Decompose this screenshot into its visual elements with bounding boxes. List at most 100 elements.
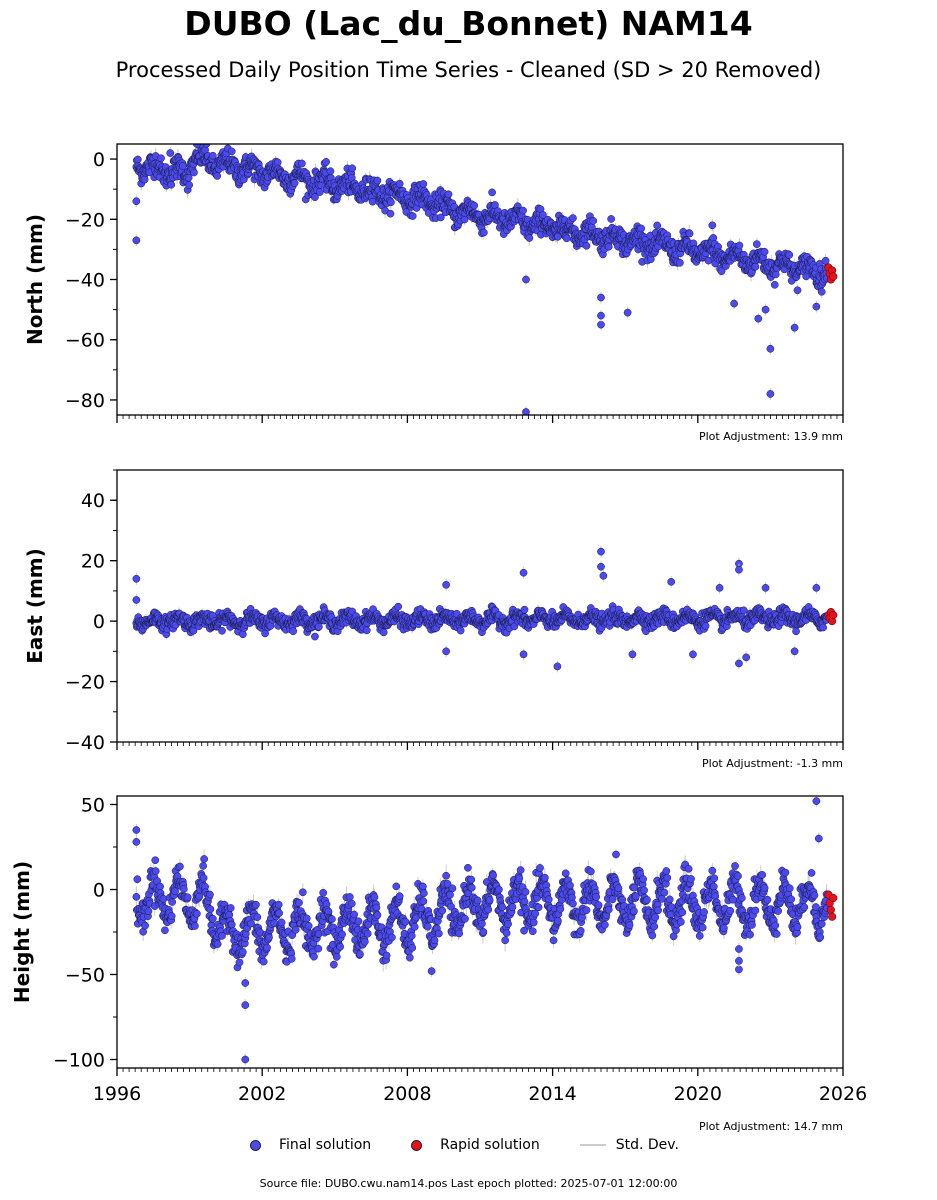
final-point — [157, 154, 165, 163]
outlier-point — [132, 596, 141, 604]
final-point — [395, 179, 404, 188]
final-point — [184, 173, 193, 182]
outlier-point — [761, 305, 770, 314]
final-point — [238, 630, 247, 639]
final-point — [213, 172, 222, 180]
final-point — [525, 234, 534, 242]
plot-area-1 — [132, 545, 838, 673]
y-tick-label: −20 — [65, 209, 105, 231]
rapid-points-0 — [824, 263, 838, 284]
final-point — [520, 605, 529, 614]
final-point — [178, 162, 187, 170]
final-point — [444, 190, 453, 199]
outlier-point — [623, 308, 632, 317]
final-point — [519, 206, 527, 215]
outlier-point — [597, 320, 605, 329]
outlier-point — [522, 275, 530, 284]
final-point — [792, 627, 800, 636]
outlier-point — [667, 577, 676, 586]
final-point — [562, 234, 571, 243]
y-tick-label: −40 — [65, 270, 105, 292]
outlier-point — [166, 149, 175, 157]
y-tick-label: −20 — [65, 672, 105, 694]
outlier-point — [519, 568, 528, 577]
final-point — [373, 176, 382, 185]
final-point — [202, 144, 211, 148]
outlier-point — [730, 299, 738, 308]
final-point — [227, 147, 236, 156]
final-point — [637, 224, 646, 233]
y-tick-label: 40 — [81, 490, 105, 512]
rapid-point — [829, 611, 838, 620]
final-point — [394, 602, 403, 611]
final-point — [133, 155, 142, 164]
final-point — [607, 215, 616, 223]
final-point — [653, 221, 661, 230]
final-point — [751, 262, 760, 271]
final-point — [752, 240, 761, 248]
final-point — [701, 622, 710, 630]
outlier-point — [735, 659, 743, 668]
final-point — [604, 242, 613, 251]
final-point — [387, 198, 395, 207]
final-point — [326, 167, 335, 176]
final-point — [298, 159, 306, 168]
final-point — [348, 164, 357, 173]
outlier-point — [766, 344, 775, 353]
final-point — [290, 179, 299, 187]
outlier-point — [761, 584, 770, 592]
chart-subtitle: Processed Daily Position Time Series - C… — [115, 58, 822, 82]
outlier-point — [766, 390, 775, 398]
final-point — [419, 180, 428, 188]
final-point — [167, 180, 176, 189]
final-point — [436, 213, 445, 222]
plot-area-2 — [132, 796, 838, 1066]
plot-frame — [116, 469, 844, 743]
outlier-point — [735, 565, 743, 574]
outlier-point — [522, 408, 530, 415]
final-point — [589, 217, 598, 225]
final-point — [314, 622, 323, 631]
outlier-point — [597, 562, 605, 571]
outlier-point — [132, 574, 141, 583]
final-point — [819, 623, 828, 632]
outlier-point — [742, 653, 751, 662]
y-tick-label: 0 — [93, 149, 105, 171]
plot-adjustment: Plot Adjustment: 13.9 mm — [699, 430, 843, 443]
outlier-point — [715, 584, 724, 592]
final-point — [554, 232, 562, 241]
final-point — [735, 241, 744, 250]
y-tick-label: 0 — [93, 611, 105, 633]
chart-title: DUBO (Lac_du_Bonnet) NAM14 — [184, 4, 753, 43]
outlier-point — [812, 302, 821, 311]
outlier-point — [442, 580, 450, 589]
final-point — [379, 628, 388, 637]
final-point — [456, 626, 465, 635]
rapid-point — [829, 272, 838, 281]
y-tick-label: −60 — [65, 330, 105, 352]
rapid-points-1 — [824, 607, 838, 626]
final-point — [289, 627, 298, 636]
final-point — [322, 158, 330, 166]
y-axis-label: East (mm) — [23, 548, 47, 664]
final-point — [480, 228, 488, 237]
outlier-point — [442, 647, 450, 656]
outlier-point — [519, 650, 528, 659]
final-point — [785, 251, 794, 259]
final-point — [140, 175, 149, 184]
final-point — [817, 287, 826, 296]
final-point — [185, 181, 193, 189]
y-axis-label: North (mm) — [23, 214, 47, 345]
plot-area-0 — [132, 144, 838, 415]
final-point — [760, 247, 769, 256]
outlier-point — [597, 311, 605, 320]
outlier-point — [193, 144, 201, 148]
final-point — [488, 188, 496, 197]
final-points-0 — [132, 144, 831, 415]
outlier-point — [597, 547, 605, 556]
final-point — [739, 606, 748, 615]
final-point — [771, 270, 780, 279]
final-point — [386, 209, 395, 218]
final-point — [676, 258, 684, 267]
